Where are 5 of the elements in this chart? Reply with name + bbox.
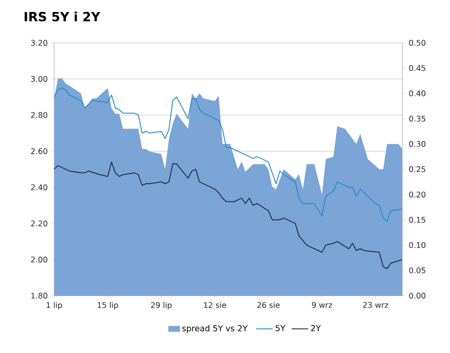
legend-label: 5Y (276, 325, 286, 332)
line-series (54, 162, 402, 269)
legend-label: 2Y (311, 325, 321, 332)
chart-title: IRS 5Y i 2Y (24, 12, 100, 22)
legend-label: spread 5Y vs 2Y (182, 325, 248, 333)
